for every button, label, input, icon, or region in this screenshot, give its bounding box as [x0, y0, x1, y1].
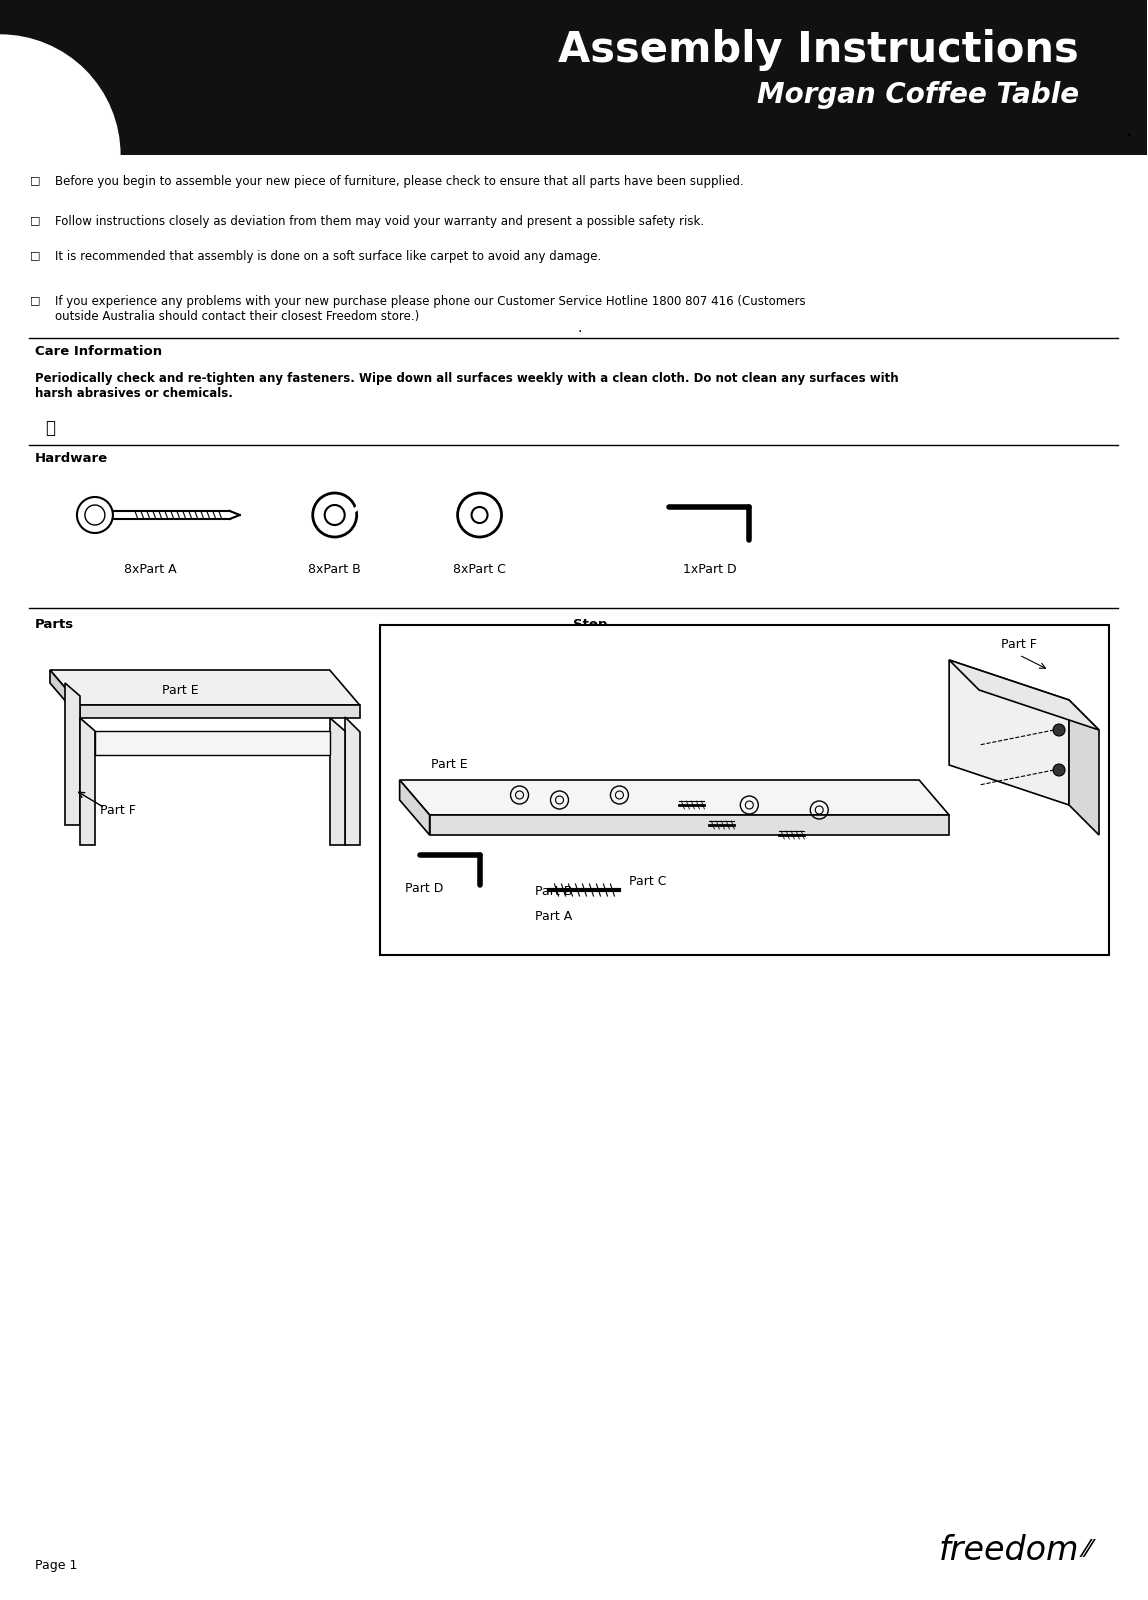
Polygon shape [400, 781, 949, 814]
Text: 1xPart D: 1xPart D [683, 563, 736, 576]
Polygon shape [329, 718, 344, 845]
Text: ⁄⁄: ⁄⁄ [1084, 1538, 1092, 1562]
Text: Care Information: Care Information [34, 346, 162, 358]
Text: Part E: Part E [162, 683, 199, 696]
Text: •: • [1126, 130, 1132, 141]
Text: If you experience any problems with your new purchase please phone our Customer : If you experience any problems with your… [55, 294, 806, 323]
Text: 8xPart A: 8xPart A [124, 563, 176, 576]
Polygon shape [1069, 701, 1099, 835]
Polygon shape [95, 731, 329, 755]
PathPatch shape [0, 0, 1147, 275]
Text: Follow instructions closely as deviation from them may void your warranty and pr: Follow instructions closely as deviation… [55, 214, 704, 227]
Text: Assembly Instructions: Assembly Instructions [558, 29, 1079, 70]
Text: Hardware: Hardware [34, 451, 108, 466]
Text: □: □ [30, 250, 40, 259]
Text: .: . [577, 322, 582, 334]
Circle shape [1053, 763, 1065, 776]
Text: Before you begin to assemble your new piece of furniture, please check to ensure: Before you begin to assemble your new pi… [55, 174, 744, 187]
Text: Step: Step [574, 618, 607, 630]
Text: Part E: Part E [432, 758, 468, 771]
Circle shape [0, 35, 119, 275]
Text: Periodically check and re-tighten any fasteners. Wipe down all surfaces weekly w: Periodically check and re-tighten any fa… [34, 371, 899, 400]
Text: 8xPart B: 8xPart B [309, 563, 362, 576]
Text: □: □ [30, 294, 40, 306]
Polygon shape [80, 718, 95, 845]
Polygon shape [344, 717, 359, 845]
Text: Part B: Part B [535, 885, 572, 898]
Polygon shape [949, 659, 1099, 730]
Text: Page 1: Page 1 [34, 1558, 77, 1571]
Polygon shape [0, 0, 1147, 155]
Bar [380, 626, 1109, 955]
Polygon shape [51, 670, 359, 706]
Text: 8xPart C: 8xPart C [453, 563, 506, 576]
Text: It is recommended that assembly is done on a soft surface like carpet to avoid a: It is recommended that assembly is done … [55, 250, 602, 262]
Polygon shape [400, 781, 429, 835]
Text: Part C: Part C [629, 875, 667, 888]
Text: Part F: Part F [100, 803, 135, 816]
Text: Part F: Part F [1001, 638, 1037, 651]
Polygon shape [429, 814, 949, 835]
Polygon shape [51, 670, 80, 718]
Polygon shape [949, 659, 1069, 805]
Text: □: □ [30, 174, 40, 186]
Text: Part A: Part A [535, 910, 572, 923]
Text: Morgan Coffee Table: Morgan Coffee Table [757, 82, 1079, 109]
Polygon shape [80, 706, 359, 718]
Polygon shape [65, 683, 80, 826]
Text: freedom: freedom [939, 1533, 1079, 1566]
Text: Part D: Part D [404, 882, 443, 894]
Text: ⌣: ⌣ [45, 419, 55, 437]
Text: □: □ [30, 214, 40, 226]
Circle shape [1053, 723, 1065, 736]
Text: Parts: Parts [34, 618, 75, 630]
